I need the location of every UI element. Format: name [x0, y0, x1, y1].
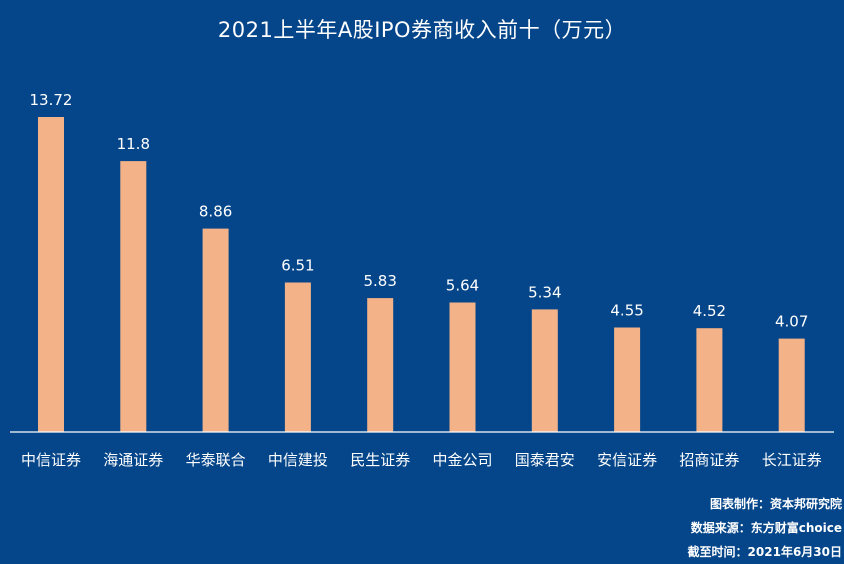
category-label: 华泰联合: [186, 451, 246, 469]
footer-source: 数据来源：东方财富choice: [690, 521, 842, 535]
value-label: 5.83: [363, 272, 396, 290]
category-label: 安信证券: [597, 451, 657, 469]
bar-华泰联合: [202, 228, 229, 432]
value-label: 11.8: [117, 135, 150, 153]
category-label: 中信证券: [21, 451, 81, 469]
bar-长江证券: [778, 338, 805, 432]
category-label: 中信建投: [268, 451, 328, 469]
category-label: 海通证券: [103, 451, 163, 469]
chart-title: 2021上半年A股IPO券商收入前十（万元）: [217, 18, 627, 42]
value-labels-layer: 13.72 11.8 8.86 6.51 5.83 5.64 5.34 4.55 4.52 4.0…: [30, 91, 809, 331]
value-label: 4.52: [693, 302, 726, 320]
category-labels-layer: 中信证券 海通证券 华泰联合 中信建投 民生证券 中金公司 国泰君安 安信证券 招商证券 长江证券: [21, 451, 822, 469]
category-label: 招商证券: [679, 451, 739, 469]
value-label: 4.55: [610, 302, 643, 320]
bar-安信证券: [614, 327, 641, 432]
value-label: 5.34: [528, 283, 561, 301]
value-label: 8.86: [199, 203, 232, 221]
bars-layer: [38, 117, 805, 432]
value-label: 4.07: [775, 313, 808, 331]
bar-中信建投: [284, 282, 311, 432]
bar-海通证券: [120, 161, 147, 432]
value-label: 5.64: [446, 277, 479, 295]
bar-招商证券: [696, 328, 723, 432]
footer-cutoff: 截至时间：2021年6月30日: [687, 545, 842, 559]
footer-producer: 图表制作：资本邦研究院: [709, 497, 842, 511]
bar-国泰君安: [531, 309, 558, 432]
bar-民生证券: [367, 298, 394, 432]
bar-中金公司: [449, 302, 476, 432]
category-label: 民生证券: [350, 451, 410, 469]
bar-中信证券: [38, 117, 64, 432]
category-label: 长江证券: [762, 451, 822, 469]
value-label: 13.72: [30, 91, 73, 109]
category-label: 中金公司: [432, 451, 492, 469]
category-label: 国泰君安: [515, 451, 575, 469]
value-label: 6.51: [281, 257, 314, 275]
